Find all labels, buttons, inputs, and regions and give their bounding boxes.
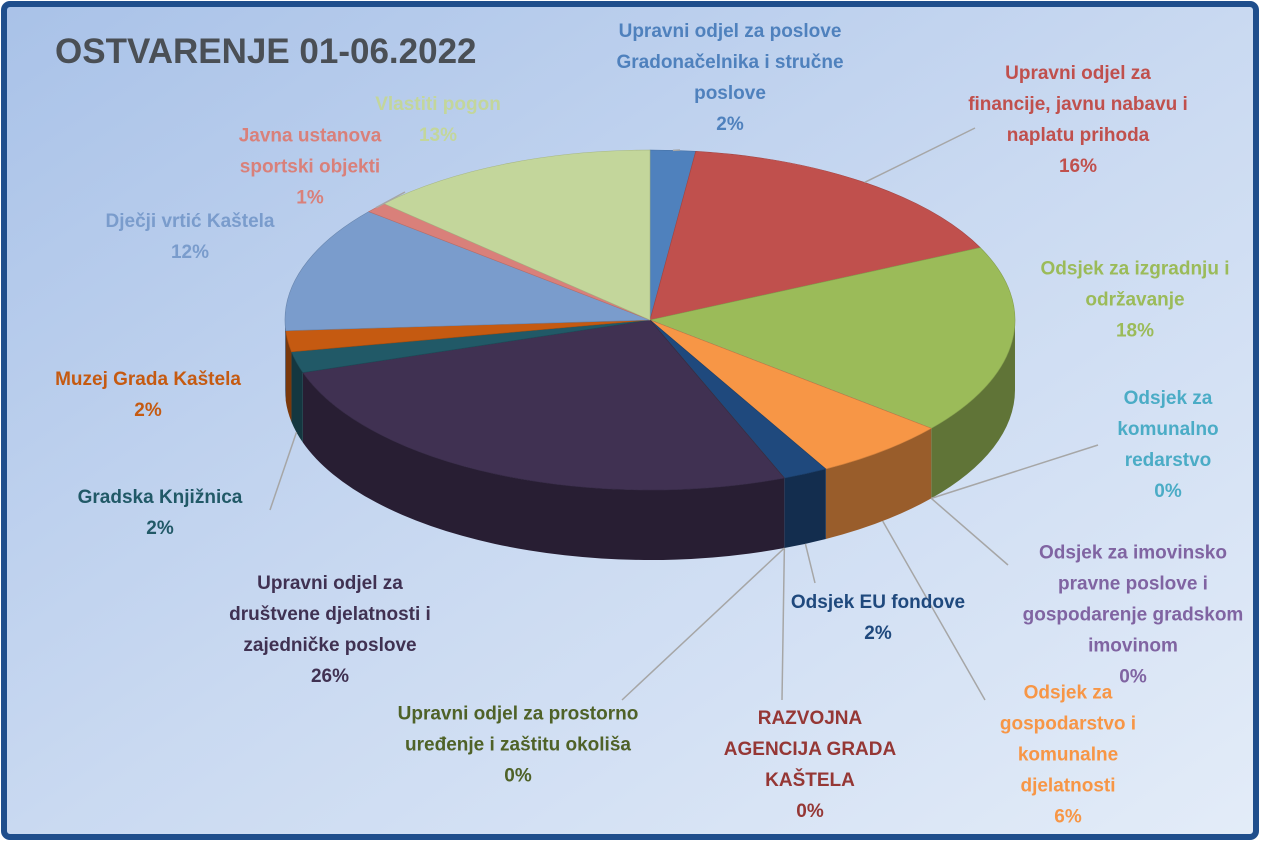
value-label: 18%: [1115, 320, 1155, 342]
slice-side: [285, 320, 286, 401]
slice-side: [784, 468, 826, 549]
category-label: Gradska Knjižnica: [77, 487, 243, 508]
data-label: Upravni odjel za prostorno uređenje i za…: [388, 699, 648, 792]
category-label: Upravni odjel za društvene djelatnosti i…: [229, 573, 431, 656]
category-label: Odsjek za gospodarstvo i komunalne djela…: [999, 682, 1137, 797]
leader-line: [804, 543, 816, 584]
slice: [284, 211, 651, 331]
data-label: Dječji vrtić Kaštela 12%: [60, 206, 320, 268]
value-label: 16%: [1058, 156, 1098, 177]
category-label: Odsjek EU fondove: [790, 592, 966, 613]
data-label: Vlastiti pogon 13%: [338, 89, 538, 151]
category-label: Odsjek za izgradnju i održavanje: [1040, 258, 1230, 311]
value-label: 13%: [418, 125, 458, 146]
category-label: RAZVOJNA AGENCIJA GRADA KAŠTELA: [723, 708, 897, 791]
value-label: 2%: [134, 400, 162, 421]
category-label: Upravni odjel za financije, javnu nabavu…: [968, 63, 1188, 146]
slice: [383, 149, 651, 321]
value-label: 6%: [1054, 806, 1082, 828]
leader-line: [882, 520, 986, 701]
data-label: Odsjek za komunalno redarstvo 0%: [1083, 383, 1253, 507]
leader-line: [930, 497, 1009, 566]
data-label: RAZVOJNA AGENCIJA GRADA KAŠTELA 0%: [710, 703, 910, 827]
slice-side: [285, 330, 292, 422]
leader-line: [269, 432, 298, 511]
data-label: Upravni odjel za društvene djelatnosti i…: [210, 568, 450, 692]
category-label: Upravni odjel za prostorno uređenje i za…: [397, 703, 639, 756]
category-label: Upravni odjel za poslove Gradonačelnika …: [616, 21, 844, 104]
value-label: 0%: [796, 801, 824, 822]
slice: [648, 247, 1016, 429]
value-label: 1%: [296, 187, 324, 209]
data-label: Upravni odjel za financije, javnu nabavu…: [968, 58, 1188, 182]
value-label: 0%: [504, 765, 532, 787]
data-label: Muzej Grada Kaštela 2%: [13, 364, 283, 426]
leader-line: [781, 548, 786, 701]
leader-line: [375, 191, 406, 209]
value-label: 0%: [1154, 481, 1182, 502]
leader-line: [864, 127, 976, 184]
category-label: Muzej Grada Kaštela: [55, 369, 241, 390]
data-label: Odsjek za gospodarstvo i komunalne djela…: [968, 678, 1168, 833]
slice: [649, 319, 932, 470]
slice-side: [825, 428, 932, 539]
slice-side: [291, 351, 303, 443]
category-label: Dječji vrtić Kaštela: [105, 211, 275, 232]
data-label: Javna ustanova sportski objekti 1%: [200, 121, 420, 214]
data-label: Gradska Knjižnica 2%: [45, 482, 275, 544]
data-label: Odsjek za izgradnju i održavanje 18%: [1010, 254, 1260, 347]
slice-side: [302, 372, 785, 560]
value-label: 26%: [310, 666, 350, 687]
value-label: 2%: [864, 623, 892, 644]
category-label: Vlastiti pogon: [375, 94, 501, 115]
slice: [302, 319, 785, 491]
value-label: 0%: [1119, 666, 1147, 688]
category-label: Odsjek za imovinsko pravne poslove i gos…: [1022, 542, 1244, 657]
value-label: 2%: [716, 114, 744, 135]
data-label: Odsjek za imovinsko pravne poslove i gos…: [1008, 538, 1258, 693]
leader-line: [931, 444, 1099, 500]
category-label: Javna ustanova sportski objekti: [238, 125, 382, 178]
leader-line: [621, 547, 785, 701]
value-label: 2%: [146, 518, 174, 539]
data-label: Odsjek EU fondove 2%: [758, 587, 998, 649]
value-label: 12%: [170, 242, 210, 263]
chart-title: OSTVARENJE 01-06.2022: [55, 32, 477, 71]
data-label: Upravni odjel za poslove Gradonačelnika …: [580, 16, 880, 140]
category-label: Odsjek za komunalno redarstvo: [1117, 388, 1219, 471]
slice-side: [931, 320, 1015, 499]
